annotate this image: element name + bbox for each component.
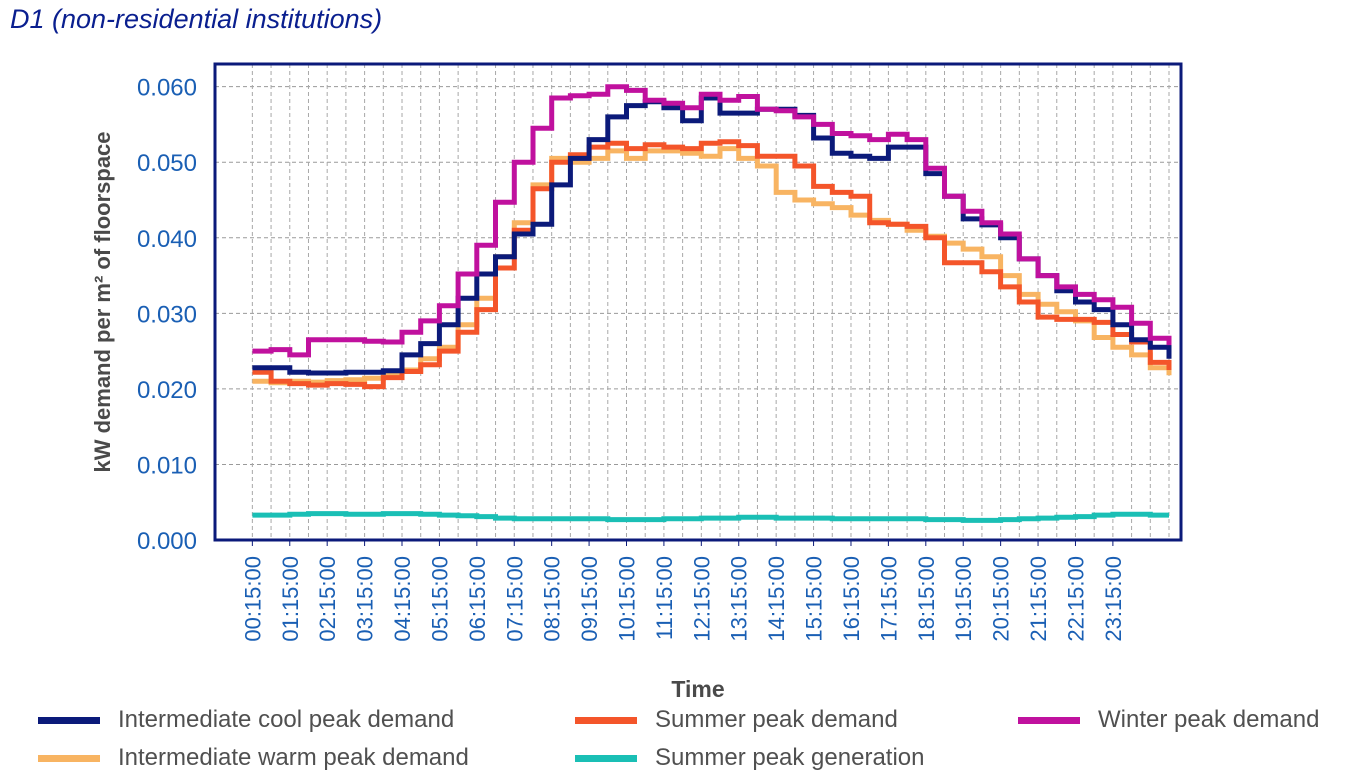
- x-tick-label: 17:15:00: [876, 556, 901, 642]
- x-axis-ticks: 00:15:00 01:15:00 02:15:00 03:15:00 04:15:00…: [240, 540, 1126, 642]
- x-tick-label: 14:15:00: [764, 556, 789, 642]
- series-line-summer-peak-generation: [252, 511, 1169, 523]
- x-tick-label: 05:15:00: [427, 556, 452, 642]
- x-tick-label: 06:15:00: [465, 556, 490, 642]
- y-tick-label: 0.030: [137, 301, 197, 328]
- legend-item: Winter peak demand: [1018, 706, 1319, 734]
- legend-item: Summer peak generation: [575, 744, 924, 772]
- y-tick-label: 0.050: [137, 150, 197, 177]
- y-tick-label: 0.010: [137, 452, 197, 479]
- x-tick-label: 10:15:00: [614, 556, 639, 642]
- y-tick-label: 0.020: [137, 377, 197, 404]
- legend-swatch: [575, 716, 637, 724]
- legend-label: Winter peak demand: [1098, 706, 1320, 733]
- x-tick-label: 23:15:00: [1101, 556, 1126, 642]
- legend-swatch: [575, 754, 637, 762]
- x-tick-label: 21:15:00: [1026, 556, 1051, 642]
- legend-swatch: [38, 754, 100, 762]
- y-axis-label: kW demand per m² of floorspace: [90, 131, 115, 472]
- y-tick-label: 0.000: [137, 528, 197, 555]
- legend-swatch: [1018, 716, 1080, 724]
- x-tick-label: 03:15:00: [353, 556, 378, 642]
- x-tick-label: 07:15:00: [502, 556, 527, 642]
- x-tick-label: 19:15:00: [951, 556, 976, 642]
- y-tick-label: 0.060: [137, 75, 197, 102]
- legend-item: Summer peak demand: [575, 706, 898, 734]
- legend-label: Summer peak demand: [655, 706, 898, 733]
- chart-title: D1 (non-residential institutions): [10, 4, 383, 34]
- series-line-summer-peak-demand: [252, 139, 1172, 390]
- x-tick-label: 09:15:00: [577, 556, 602, 642]
- x-tick-label: 00:15:00: [240, 556, 265, 642]
- plot-frame: [213, 62, 1183, 542]
- legend-item: Intermediate warm peak demand: [38, 744, 469, 772]
- x-tick-label: 01:15:00: [278, 556, 303, 642]
- x-tick-label: 08:15:00: [540, 556, 565, 642]
- x-tick-label: 15:15:00: [802, 556, 827, 642]
- x-tick-label: 20:15:00: [989, 556, 1014, 642]
- x-tick-label: 13:15:00: [727, 556, 752, 642]
- y-axis-ticks: 0.000 0.010 0.020 0.030 0.040 0.050 0.060: [137, 75, 197, 555]
- x-tick-label: 11:15:00: [652, 556, 677, 640]
- x-tick-label: 02:15:00: [315, 556, 340, 642]
- legend-label: Intermediate cool peak demand: [118, 706, 455, 733]
- x-tick-label: 04:15:00: [390, 556, 415, 642]
- y-tick-label: 0.040: [137, 226, 197, 253]
- legend-label: Intermediate warm peak demand: [118, 744, 469, 771]
- x-tick-label: 18:15:00: [914, 556, 939, 642]
- x-tick-label: 12:15:00: [689, 556, 714, 642]
- series-line-winter-peak-demand: [252, 84, 1172, 358]
- series-line-intermediate-cool-peak-demand: [252, 95, 1172, 376]
- legend-item: Intermediate cool peak demand: [38, 706, 454, 734]
- series-line-intermediate-warm-peak-demand: [252, 146, 1172, 386]
- x-tick-label: 16:15:00: [839, 556, 864, 642]
- legend-swatch: [38, 716, 100, 724]
- series-layer: [252, 84, 1172, 523]
- x-axis-label: Time: [671, 676, 724, 702]
- x-tick-label: 22:15:00: [1063, 556, 1088, 642]
- legend-label: Summer peak generation: [655, 744, 925, 771]
